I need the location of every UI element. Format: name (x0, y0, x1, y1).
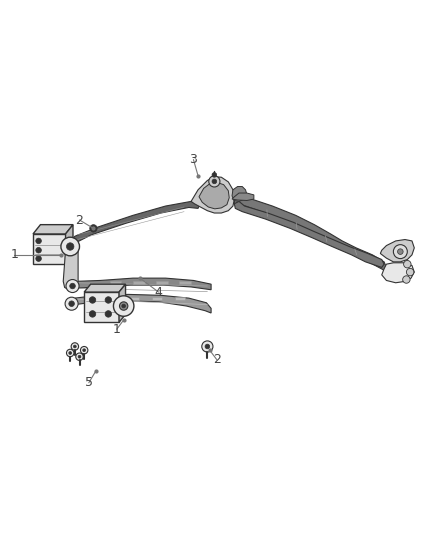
Polygon shape (105, 297, 115, 300)
Polygon shape (84, 284, 126, 292)
Circle shape (66, 279, 79, 293)
Polygon shape (191, 177, 234, 213)
Polygon shape (119, 284, 126, 322)
Circle shape (36, 256, 41, 261)
Circle shape (81, 346, 88, 354)
Polygon shape (33, 224, 73, 234)
Circle shape (70, 283, 75, 289)
Circle shape (69, 301, 74, 306)
Circle shape (205, 344, 210, 349)
Polygon shape (199, 182, 229, 209)
Polygon shape (380, 239, 414, 262)
Circle shape (76, 353, 83, 360)
Text: 3: 3 (190, 153, 198, 166)
Polygon shape (33, 234, 66, 264)
Circle shape (67, 243, 74, 250)
Polygon shape (133, 281, 145, 284)
Polygon shape (110, 281, 121, 284)
Circle shape (78, 356, 81, 358)
Text: 1: 1 (11, 248, 18, 261)
Polygon shape (175, 297, 185, 300)
Polygon shape (69, 294, 211, 313)
Circle shape (67, 349, 74, 357)
Circle shape (113, 296, 134, 316)
Circle shape (36, 247, 41, 253)
Circle shape (61, 237, 80, 256)
Circle shape (65, 297, 78, 310)
Polygon shape (180, 281, 191, 284)
Polygon shape (66, 201, 201, 250)
Polygon shape (68, 278, 211, 290)
Text: 2: 2 (76, 214, 84, 227)
Circle shape (120, 302, 128, 310)
Polygon shape (152, 297, 162, 300)
Text: 4: 4 (155, 286, 162, 298)
Circle shape (212, 173, 217, 177)
Circle shape (398, 249, 403, 254)
Circle shape (69, 352, 71, 354)
Circle shape (105, 311, 112, 317)
Circle shape (212, 179, 217, 184)
Circle shape (83, 349, 85, 352)
Polygon shape (156, 281, 168, 284)
Polygon shape (232, 193, 254, 200)
Circle shape (406, 268, 414, 276)
Circle shape (36, 238, 41, 244)
Polygon shape (234, 201, 384, 268)
Polygon shape (382, 263, 414, 283)
Polygon shape (234, 196, 386, 270)
Polygon shape (232, 187, 247, 201)
Polygon shape (128, 297, 138, 300)
Circle shape (89, 297, 96, 303)
Polygon shape (84, 292, 119, 322)
Polygon shape (66, 224, 73, 264)
Circle shape (89, 311, 96, 317)
Circle shape (122, 304, 126, 308)
Circle shape (74, 345, 76, 348)
Text: 5: 5 (85, 376, 93, 389)
Text: 1: 1 (113, 323, 120, 336)
Circle shape (209, 176, 220, 187)
Circle shape (90, 224, 97, 232)
Polygon shape (63, 243, 78, 290)
Circle shape (393, 245, 407, 259)
Circle shape (105, 297, 112, 303)
Circle shape (202, 341, 213, 352)
Circle shape (403, 261, 411, 268)
Circle shape (71, 343, 78, 350)
Text: 2: 2 (213, 353, 221, 366)
Circle shape (403, 276, 410, 283)
